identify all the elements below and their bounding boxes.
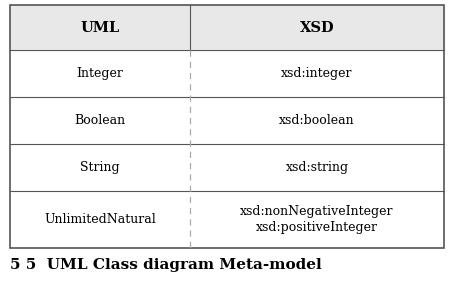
- Text: UnlimitedNatural: UnlimitedNatural: [44, 213, 156, 226]
- Text: xsd:integer: xsd:integer: [281, 67, 353, 80]
- Text: xsd:nonNegativeInteger
xsd:positiveInteger: xsd:nonNegativeInteger xsd:positiveInteg…: [240, 204, 394, 235]
- Text: xsd:string: xsd:string: [286, 161, 349, 174]
- Text: String: String: [80, 161, 120, 174]
- Text: Integer: Integer: [77, 67, 123, 80]
- Text: xsd:boolean: xsd:boolean: [279, 114, 355, 127]
- Text: 5 5  UML Class diagram Meta-model: 5 5 UML Class diagram Meta-model: [10, 258, 322, 272]
- Text: UML: UML: [80, 20, 119, 34]
- Text: XSD: XSD: [300, 20, 334, 34]
- Text: Boolean: Boolean: [74, 114, 126, 127]
- Bar: [10, 5, 444, 248]
